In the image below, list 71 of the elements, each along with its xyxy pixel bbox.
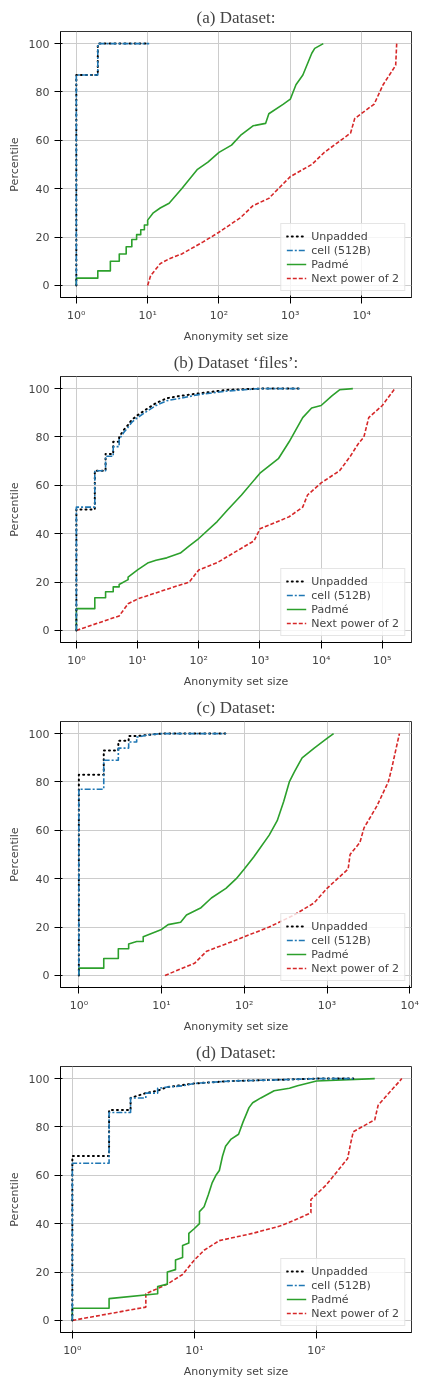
y-tick-label: 80 [35, 775, 50, 789]
x-tick-label: 10² [189, 653, 208, 667]
y-tick-label: 40 [35, 872, 50, 886]
chart-title: (a) Dataset: [196, 7, 276, 27]
legend-label: Padmé [311, 602, 349, 616]
y-tick-label: 60 [35, 1169, 50, 1183]
x-tick-label: 10⁰ [69, 998, 89, 1012]
legend-label: Next power of 2 [311, 961, 399, 975]
legend-label: cell (512B) [311, 1278, 371, 1292]
y-tick-label: 0 [42, 279, 50, 293]
x-tick-label: 10¹ [128, 653, 147, 667]
y-tick-label: 20 [35, 231, 50, 245]
y-axis-title: Percentile [7, 827, 21, 882]
y-tick-label: 80 [35, 85, 50, 99]
y-tick-label: 80 [35, 1120, 50, 1134]
y-tick-label: 40 [35, 1217, 50, 1231]
x-axis-title: Anonymity set size [183, 1364, 289, 1378]
y-tick-label: 100 [28, 727, 50, 741]
x-tick-label: 10³ [317, 998, 337, 1012]
legend-label: Padmé [311, 947, 349, 961]
chart-title: (c) Dataset: [196, 697, 276, 717]
x-tick-label: 10¹ [152, 998, 171, 1012]
chart-title: (b) Dataset ‘files’: [173, 352, 299, 372]
chart-title: (d) Dataset: [196, 1042, 276, 1062]
y-tick-label: 60 [35, 824, 50, 838]
x-tick-label: 10⁰ [67, 653, 87, 667]
legend-label: Next power of 2 [311, 1306, 399, 1320]
x-tick-label: 10² [209, 308, 229, 322]
legend-label: Unpadded [311, 574, 368, 588]
x-tick-label: 10¹ [185, 1343, 204, 1357]
x-tick-label: 10⁴ [311, 653, 331, 667]
x-tick-label: 10² [235, 998, 254, 1012]
y-axis-title: Percentile [7, 137, 21, 192]
y-tick-label: 40 [35, 182, 50, 196]
x-tick-label: 10⁵ [373, 653, 392, 667]
x-tick-label: 10⁰ [67, 308, 87, 322]
legend-label: Next power of 2 [311, 616, 399, 630]
x-tick-label: 10³ [250, 653, 270, 667]
y-tick-label: 60 [35, 134, 50, 148]
x-tick-label: 10⁴ [400, 998, 420, 1012]
legend-label: Next power of 2 [311, 271, 399, 285]
legend-label: Unpadded [311, 229, 368, 243]
y-tick-label: 100 [28, 1072, 50, 1086]
x-axis-title: Anonymity set size [183, 674, 289, 688]
y-tick-label: 100 [28, 37, 50, 51]
y-tick-label: 60 [35, 479, 50, 493]
y-tick-label: 0 [42, 969, 50, 983]
y-tick-label: 100 [28, 382, 50, 396]
y-tick-label: 80 [35, 430, 50, 444]
x-tick-label: 10¹ [138, 308, 157, 322]
x-tick-label: 10² [307, 1343, 326, 1357]
legend-label: cell (512B) [311, 933, 371, 947]
legend-label: Unpadded [311, 919, 368, 933]
y-tick-label: 20 [35, 1266, 50, 1280]
x-tick-label: 10⁴ [352, 308, 372, 322]
x-tick-label: 10⁰ [63, 1343, 83, 1357]
y-tick-label: 20 [35, 921, 50, 935]
legend-label: Padmé [311, 1292, 349, 1306]
legend-label: cell (512B) [311, 588, 371, 602]
y-axis-title: Percentile [7, 482, 21, 537]
x-tick-label: 10³ [281, 308, 300, 322]
legend-label: cell (512B) [311, 243, 371, 257]
x-axis-title: Anonymity set size [183, 1019, 289, 1033]
legend-label: Unpadded [311, 1264, 368, 1278]
y-tick-label: 0 [42, 1314, 50, 1328]
x-axis-title: Anonymity set size [183, 329, 289, 343]
y-axis-title: Percentile [7, 1172, 21, 1227]
y-tick-label: 20 [35, 576, 50, 590]
y-tick-label: 0 [42, 624, 50, 638]
y-tick-label: 40 [35, 527, 50, 541]
legend-label: Padmé [311, 257, 349, 271]
